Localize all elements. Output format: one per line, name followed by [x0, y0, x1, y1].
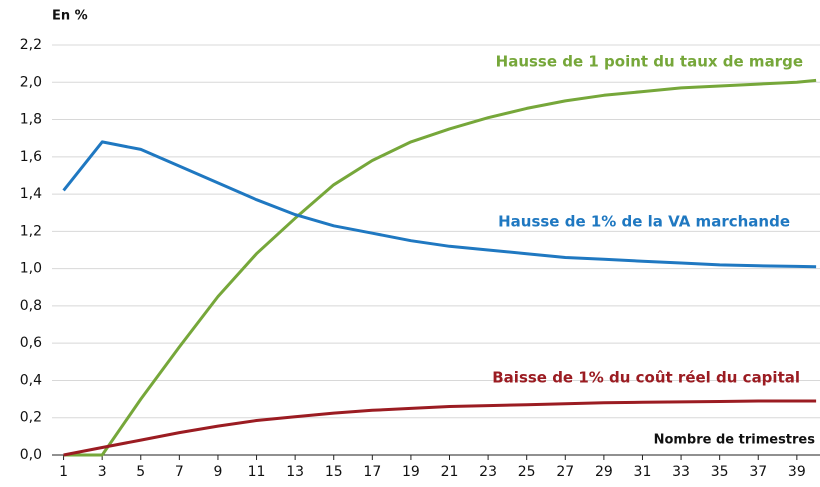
plot: 0,00,20,40,60,81,01,21,41,61,82,02,21 3 5 7… [20, 37, 820, 480]
x-tick-label: 33 [672, 464, 690, 480]
y-tick-label: 1,8 [20, 112, 42, 128]
y-tick-label: 2,0 [20, 74, 42, 90]
x-tick-label: 13 [286, 464, 304, 480]
x-tick-label: 19 [402, 464, 420, 480]
x-tick-label: 17 [363, 464, 381, 480]
y-tick-label: 0,8 [20, 298, 42, 314]
series-line [63, 78, 817, 457]
y-axis-label: En % [52, 9, 88, 24]
y-tick-label: 1,0 [20, 261, 42, 277]
y-tick-label: 0,6 [20, 335, 42, 351]
series-line [62, 140, 817, 269]
x-tick-label: 39 [788, 464, 806, 480]
series-line [63, 399, 817, 457]
y-tick-label: 0,2 [20, 410, 42, 426]
series-label: Baisse de 1% du coût réel du capital [492, 369, 800, 387]
y-tick-label: 2,2 [20, 37, 42, 53]
x-tick-label: 29 [595, 464, 613, 480]
x-tick-label: 31 [634, 464, 652, 480]
x-tick-label: 11 [248, 464, 266, 480]
x-tick-label: 7 [175, 464, 184, 480]
x-tick-label: 35 [711, 464, 729, 480]
x-tick-label: 3 [98, 464, 107, 480]
x-tick-label: 15 [325, 464, 343, 480]
x-tick-label: 23 [479, 464, 497, 480]
y-tick-label: 0,0 [20, 447, 42, 463]
series-label: Hausse de 1% de la VA marchande [498, 213, 790, 231]
y-tick-label: 1,4 [20, 186, 42, 202]
y-tick-label: 1,6 [20, 149, 42, 165]
x-tick-label: 9 [213, 464, 222, 480]
x-axis-label: Nombre de trimestres [654, 433, 816, 448]
y-tick-label: 1,2 [20, 223, 42, 239]
x-tick-label: 21 [441, 464, 459, 480]
series-label: Hausse de 1 point du taux de marge [496, 53, 803, 71]
x-tick-label: 27 [556, 464, 574, 480]
x-tick-label: 25 [518, 464, 536, 480]
x-tick-label: 1 [59, 464, 68, 480]
y-tick-label: 0,4 [20, 372, 42, 388]
x-tick-label: 37 [749, 464, 767, 480]
x-tick-label: 5 [136, 464, 145, 480]
